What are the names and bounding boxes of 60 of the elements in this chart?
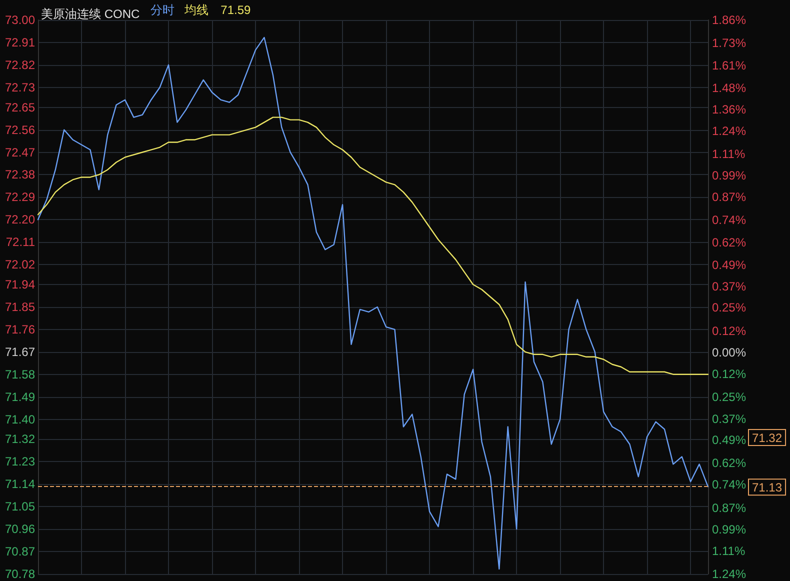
y2-tick-label: 0.37%	[712, 279, 746, 294]
y2-tick-label: 0.74%	[712, 478, 746, 492]
y-tick-label: 71.85	[4, 300, 36, 314]
y-tick-label: 72.91	[4, 35, 36, 50]
line-series	[37, 116, 709, 375]
y-tick-label: 73.00	[4, 13, 36, 27]
y2-tick-label: 0.99%	[712, 168, 746, 182]
y2-tick-label: 1.36%	[712, 102, 746, 116]
y2-tick-label: 0.25%	[712, 390, 746, 404]
y2-tick-label: 1.61%	[712, 58, 746, 73]
y2-tick-label: 0.62%	[712, 235, 746, 250]
y-tick-label: 72.20	[4, 212, 36, 227]
y2-tick-label: 0.49%	[712, 432, 746, 447]
y-tick-label: 71.14	[4, 477, 36, 492]
y2-tick-label: 1.24%	[712, 124, 746, 138]
y-tick-label: 72.29	[4, 190, 36, 204]
y-tick-label: 71.94	[4, 278, 36, 292]
y2-tick-label: 0.37%	[712, 412, 746, 426]
y-tick-label: 70.96	[4, 522, 36, 536]
y-tick-label: 72.11	[6, 235, 36, 250]
y-tick-label: 70.78	[4, 567, 36, 581]
y-tick-label: 72.82	[4, 58, 36, 72]
y2-tick-label: 0.87%	[712, 190, 746, 204]
y2-tick-label: 1.11%	[712, 544, 746, 558]
chart-title: 美原油连续 CONC	[41, 7, 140, 21]
text: 均线	[184, 3, 209, 17]
text: 71.32	[752, 431, 782, 445]
y-tick-label: 71.67	[4, 344, 36, 359]
y2-tick-label: 1.11%	[712, 147, 746, 162]
ref-line-label: 71.13	[752, 480, 782, 495]
y2-tick-label: 0.00%	[712, 345, 746, 360]
y-tick-label: 71.05	[4, 500, 36, 514]
y-tick-label: 71.40	[4, 412, 36, 426]
y2-tick-label: 0.99%	[712, 522, 746, 536]
y2-tick-label: 0.12%	[712, 366, 746, 381]
y-tick-label: 72.56	[4, 122, 36, 137]
text: 71.59	[220, 3, 252, 17]
y2-tick-label: 1.48%	[712, 80, 746, 95]
y-tick-label: 72.38	[4, 168, 36, 182]
y-tick-label: 71.32	[4, 432, 36, 446]
line-series	[37, 36, 709, 570]
y2-tick-label: 0.25%	[712, 300, 746, 315]
y-tick-label: 70.87	[4, 544, 36, 559]
y2-tick-label: 0.74%	[712, 213, 746, 228]
y-tick-label: 72.02	[4, 258, 36, 272]
y-tick-label: 72.65	[4, 100, 36, 114]
y-tick-label: 71.23	[4, 454, 36, 469]
y-tick-label: 72.47	[4, 145, 36, 160]
y2-tick-label: 0.49%	[712, 258, 746, 272]
text: 分时	[150, 3, 175, 17]
y2-tick-label: 0.87%	[712, 500, 746, 515]
y2-tick-label: 1.86%	[712, 13, 746, 27]
y2-tick-label: 1.24%	[712, 567, 746, 581]
y2-tick-label: 0.12%	[712, 324, 746, 338]
y-tick-label: 72.73	[4, 80, 36, 94]
y-tick-label: 71.49	[4, 390, 36, 404]
y2-tick-label: 0.62%	[712, 456, 746, 470]
y-tick-label: 71.58	[4, 367, 36, 382]
y2-tick-label: 1.73%	[712, 36, 746, 50]
y-tick-label: 71.76	[4, 322, 36, 336]
